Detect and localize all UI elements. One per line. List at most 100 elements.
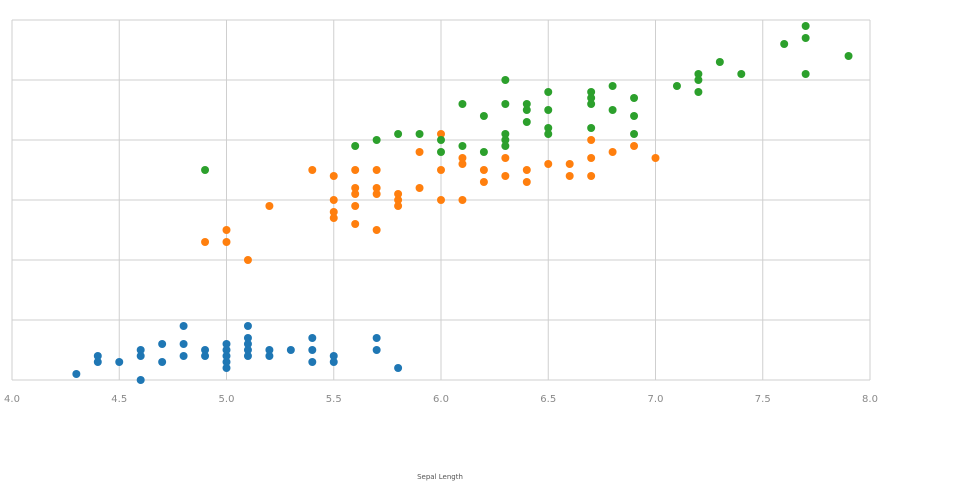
x-tick-label: 5.5 xyxy=(326,394,342,405)
data-point xyxy=(544,88,553,96)
data-point xyxy=(158,340,167,348)
data-point xyxy=(780,40,789,48)
data-point xyxy=(415,148,424,156)
data-point xyxy=(394,202,403,210)
data-point xyxy=(415,184,424,192)
data-point xyxy=(265,202,274,210)
data-point xyxy=(501,172,510,180)
data-point xyxy=(351,190,360,198)
data-point xyxy=(801,70,810,78)
x-tick-label: 4.5 xyxy=(111,394,127,405)
x-tick-label: 6.0 xyxy=(433,394,449,405)
data-point xyxy=(201,346,210,354)
data-point xyxy=(394,130,403,138)
data-point xyxy=(372,166,381,174)
data-point xyxy=(522,118,531,126)
data-point xyxy=(222,364,231,372)
data-point xyxy=(158,358,167,366)
data-point xyxy=(801,22,810,30)
data-point xyxy=(243,322,252,330)
data-point xyxy=(458,196,467,204)
data-point xyxy=(308,358,317,366)
data-point xyxy=(308,334,317,342)
data-point xyxy=(501,76,510,84)
data-point xyxy=(222,226,231,234)
data-point xyxy=(415,130,424,138)
data-point xyxy=(630,130,639,138)
data-point xyxy=(329,208,338,216)
data-point xyxy=(93,358,102,366)
data-point xyxy=(329,172,338,180)
data-point xyxy=(587,136,596,144)
data-point xyxy=(565,160,574,168)
data-point xyxy=(286,346,295,354)
data-point xyxy=(372,346,381,354)
data-point xyxy=(694,76,703,84)
data-point xyxy=(136,376,145,384)
data-point xyxy=(501,100,510,108)
data-point xyxy=(522,100,531,108)
x-tick-label: 7.5 xyxy=(755,394,771,405)
data-point xyxy=(243,334,252,342)
data-point xyxy=(351,220,360,228)
data-point xyxy=(372,190,381,198)
x-axis-ticks: 4.0 4.5 5.0 5.5 6.0 6.5 7.0 7.5 8.0 xyxy=(4,394,878,405)
data-point xyxy=(136,346,145,354)
data-point xyxy=(651,154,660,162)
data-point xyxy=(587,124,596,132)
data-point xyxy=(308,166,317,174)
data-point xyxy=(694,70,703,78)
x-tick-label: 6.5 xyxy=(540,394,556,405)
data-point xyxy=(222,340,231,348)
data-point xyxy=(179,322,188,330)
data-point xyxy=(737,70,746,78)
data-point xyxy=(136,352,145,360)
data-point xyxy=(630,94,639,102)
data-point xyxy=(372,226,381,234)
data-point xyxy=(351,166,360,174)
data-point xyxy=(308,346,317,354)
data-point xyxy=(115,358,124,366)
data-point xyxy=(801,34,810,42)
data-point xyxy=(329,352,338,360)
x-tick-label: 4.0 xyxy=(4,394,20,405)
data-point xyxy=(608,106,617,114)
grid xyxy=(11,19,871,381)
data-point xyxy=(587,88,596,96)
data-point xyxy=(222,346,231,354)
x-axis-title: Sepal Length xyxy=(417,473,463,481)
data-point xyxy=(479,112,488,120)
data-point xyxy=(544,130,553,138)
data-point xyxy=(694,88,703,96)
data-point xyxy=(458,142,467,150)
data-point xyxy=(501,130,510,138)
data-point xyxy=(522,166,531,174)
data-point xyxy=(458,100,467,108)
x-tick-label: 7.0 xyxy=(648,394,664,405)
data-point xyxy=(458,160,467,168)
data-point xyxy=(351,142,360,150)
data-point xyxy=(844,52,853,60)
data-point xyxy=(243,256,252,264)
data-point xyxy=(479,166,488,174)
data-point xyxy=(222,352,231,360)
data-point xyxy=(243,346,252,354)
data-point xyxy=(394,190,403,198)
data-point xyxy=(372,334,381,342)
data-point xyxy=(179,352,188,360)
data-point xyxy=(351,184,360,192)
data-point xyxy=(458,154,467,162)
data-point xyxy=(608,148,617,156)
data-point xyxy=(544,124,553,132)
x-tick-label: 8.0 xyxy=(862,394,878,405)
data-point xyxy=(265,346,274,354)
data-point xyxy=(222,358,231,366)
data-point xyxy=(72,370,81,378)
data-point xyxy=(265,352,274,360)
data-point xyxy=(630,142,639,150)
data-point xyxy=(372,184,381,192)
data-point xyxy=(565,172,574,180)
data-point xyxy=(93,352,102,360)
